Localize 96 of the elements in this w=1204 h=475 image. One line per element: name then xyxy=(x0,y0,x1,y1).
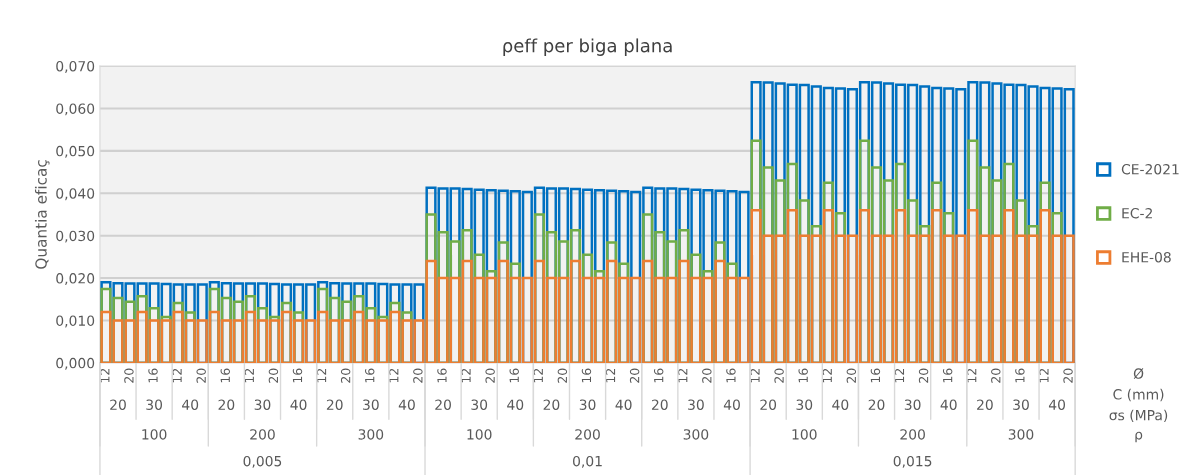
text: Ø xyxy=(1133,368,1144,380)
x-tick-label: 20 xyxy=(774,368,784,383)
x-tick-label: 12 xyxy=(533,369,543,383)
x-tick-label: 16 xyxy=(870,368,881,383)
y-tick-label: 0,070 xyxy=(56,60,95,73)
text: 30 xyxy=(146,399,163,410)
x-tick-label: 20 xyxy=(918,368,929,383)
x-tick-label: 20 xyxy=(702,368,712,383)
text: 20 xyxy=(977,399,993,410)
text: 200 xyxy=(575,429,600,440)
text: 40 xyxy=(832,399,849,410)
x-tick-label: 12 xyxy=(894,369,905,383)
text: 300 xyxy=(683,429,709,440)
x-tick-label: 16 xyxy=(365,368,375,383)
x-tick-label: 16 xyxy=(798,368,808,383)
text: 200 xyxy=(250,429,275,440)
text: 20 xyxy=(218,399,235,410)
text: 0,015 xyxy=(893,455,932,468)
text: ρ xyxy=(1135,431,1143,443)
x-tick-label: 16 xyxy=(942,368,953,383)
text: 20 xyxy=(543,399,560,410)
x-tick-label: 20 xyxy=(413,368,423,383)
text: 20 xyxy=(435,399,451,410)
legend-label: EC-2 xyxy=(1122,207,1152,219)
y-tick-label: 0,010 xyxy=(56,315,95,328)
text: 100 xyxy=(467,429,492,440)
x-tick-label: 20 xyxy=(124,368,134,383)
text: 30 xyxy=(796,399,813,410)
text: 100 xyxy=(792,429,817,440)
x-tick-label: 20 xyxy=(485,368,495,383)
x-tick-label: 12 xyxy=(172,369,182,383)
text: 40 xyxy=(507,399,524,410)
x-tick-label: 16 xyxy=(148,368,158,383)
y-tick-label: 0,020 xyxy=(56,273,95,285)
text: 100 xyxy=(142,429,167,440)
text: 40 xyxy=(723,399,740,410)
x-tick-label: 16 xyxy=(653,368,664,383)
x-tick-label: 16 xyxy=(220,368,230,383)
text: 300 xyxy=(1008,429,1034,440)
text: 30 xyxy=(254,399,271,410)
text: 30 xyxy=(688,399,704,410)
x-tick-label: 16 xyxy=(437,368,447,383)
text: 40 xyxy=(398,399,415,410)
x-tick-label: 16 xyxy=(581,368,592,383)
x-tick-label: 20 xyxy=(1063,368,1073,383)
x-tick-label: 16 xyxy=(726,368,736,383)
y-tick-label: 0,030 xyxy=(56,230,95,243)
x-tick-label: 12 xyxy=(1039,369,1049,383)
x-tick-label: 12 xyxy=(389,369,399,383)
x-tick-label: 12 xyxy=(244,369,254,383)
x-tick-label: 16 xyxy=(509,368,519,383)
text: 40 xyxy=(940,399,957,410)
x-tick-label: 20 xyxy=(846,368,857,383)
text: 40 xyxy=(1048,399,1066,410)
text: 20 xyxy=(326,399,343,410)
x-tick-label: 20 xyxy=(991,368,1001,383)
y-axis-title: Quantia eficaç xyxy=(34,160,50,269)
x-tick-label: 12 xyxy=(461,369,471,383)
text: σs (MPa) xyxy=(1109,409,1168,422)
y-tick-label: 0,060 xyxy=(56,103,95,116)
text: 0,005 xyxy=(243,455,282,468)
y-tick-label: 0,000 xyxy=(56,357,95,370)
text: 20 xyxy=(110,399,126,410)
text: 40 xyxy=(615,399,632,410)
text: 20 xyxy=(651,399,668,410)
text: C (mm) xyxy=(1113,388,1164,402)
x-tick-label: 20 xyxy=(268,368,279,383)
legend-label: CE-2021 xyxy=(1121,163,1179,175)
x-tick-label: 12 xyxy=(605,369,616,383)
x-tick-label: 20 xyxy=(196,368,206,383)
text: 30 xyxy=(363,399,379,410)
x-tick-label: 12 xyxy=(678,369,688,383)
text: 40 xyxy=(290,399,307,410)
x-tick-label: 20 xyxy=(629,368,640,383)
x-tick-label: 12 xyxy=(967,369,977,383)
text: 0,01 xyxy=(573,455,602,468)
chart-title: ρeff per biga plana xyxy=(503,38,672,56)
x-tick-label: 20 xyxy=(340,368,351,383)
text: 200 xyxy=(900,429,925,440)
legend-label: EHE-08 xyxy=(1122,251,1171,263)
text: 30 xyxy=(579,399,596,410)
text: 300 xyxy=(358,429,384,440)
x-tick-label: 20 xyxy=(557,368,568,383)
x-tick-label: 16 xyxy=(292,368,303,383)
x-tick-label: 16 xyxy=(1015,368,1025,383)
x-tick-label: 12 xyxy=(316,369,327,383)
text: 20 xyxy=(868,399,885,410)
text: 40 xyxy=(182,399,199,410)
x-tick-label: 12 xyxy=(100,369,110,383)
text: 30 xyxy=(1013,399,1029,410)
text: 30 xyxy=(904,399,921,410)
text: 20 xyxy=(760,399,777,410)
text: 30 xyxy=(471,399,488,410)
x-tick-label: 12 xyxy=(822,369,832,383)
y-tick-label: 0,040 xyxy=(56,188,95,201)
y-tick-label: 0,050 xyxy=(56,145,95,158)
